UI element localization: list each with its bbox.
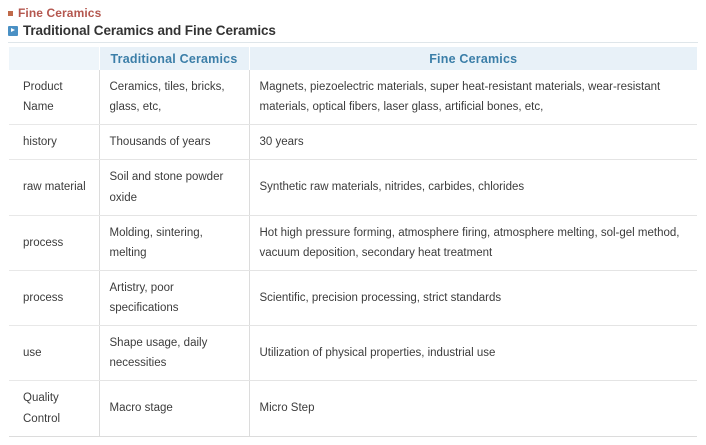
table-row: raw material Soil and stone powder oxide… bbox=[9, 159, 697, 216]
column-header-traditional-ceramics: Traditional Ceramics bbox=[98, 47, 249, 70]
row-fine-value: 30 years bbox=[248, 124, 697, 161]
row-fine-value: Utilization of physical properties, indu… bbox=[248, 325, 697, 382]
row-traditional-value: Soil and stone powder oxide bbox=[98, 159, 249, 216]
section-title: Traditional Ceramics and Fine Ceramics bbox=[23, 23, 276, 38]
row-fine-value: Magnets, piezoelectric materials, super … bbox=[248, 70, 697, 126]
table-header: Traditional Ceramics Fine Ceramics bbox=[9, 47, 697, 70]
row-traditional-value: Artistry, poor specifications bbox=[98, 270, 249, 327]
row-fine-value: Hot high pressure forming, atmosphere fi… bbox=[248, 215, 697, 271]
document-headings: Fine Ceramics Traditional Ceramics and F… bbox=[0, 0, 706, 38]
row-fine-value: Scientific, precision processing, strict… bbox=[248, 270, 697, 327]
blue-arrow-square-icon bbox=[8, 25, 18, 36]
row-label: process bbox=[9, 270, 99, 327]
row-label: Product Name bbox=[9, 70, 99, 126]
row-label: Quality Control bbox=[9, 380, 99, 437]
table-row: use Shape usage, daily necessities Utili… bbox=[9, 325, 697, 382]
table-row: process Molding, sintering, melting Hot … bbox=[9, 215, 697, 271]
column-header-fine-ceramics: Fine Ceramics bbox=[248, 47, 697, 70]
row-traditional-value: Ceramics, tiles, bricks, glass, etc, bbox=[98, 70, 249, 126]
row-traditional-value: Thousands of years bbox=[98, 124, 249, 161]
table-row: history Thousands of years 30 years bbox=[9, 124, 697, 161]
row-traditional-value: Molding, sintering, melting bbox=[98, 215, 249, 271]
row-label: history bbox=[9, 124, 99, 161]
table-row: Product Name Ceramics, tiles, bricks, gl… bbox=[9, 70, 697, 126]
heading-primary-row: Fine Ceramics bbox=[8, 6, 706, 20]
comparison-table: Traditional Ceramics Fine Ceramics Produ… bbox=[9, 47, 697, 437]
heading-divider bbox=[8, 42, 698, 43]
table-body: Product Name Ceramics, tiles, bricks, gl… bbox=[9, 70, 697, 437]
table-row: Quality Control Macro stage Micro Step bbox=[9, 380, 697, 437]
heading-secondary-row: Traditional Ceramics and Fine Ceramics bbox=[8, 23, 706, 38]
comparison-table-wrapper: Traditional Ceramics Fine Ceramics Produ… bbox=[9, 47, 698, 437]
row-fine-value: Micro Step bbox=[248, 380, 697, 437]
square-dot-icon bbox=[8, 10, 13, 16]
row-traditional-value: Shape usage, daily necessities bbox=[98, 325, 249, 382]
row-fine-value: Synthetic raw materials, nitrides, carbi… bbox=[248, 159, 697, 216]
table-row: process Artistry, poor specifications Sc… bbox=[9, 270, 697, 327]
table-header-row: Traditional Ceramics Fine Ceramics bbox=[9, 47, 697, 70]
row-label: raw material bbox=[9, 159, 99, 216]
column-header-label bbox=[9, 47, 99, 70]
row-traditional-value: Macro stage bbox=[98, 380, 249, 437]
page-title: Fine Ceramics bbox=[18, 6, 102, 20]
row-label: use bbox=[9, 325, 99, 382]
row-label: process bbox=[9, 215, 99, 271]
